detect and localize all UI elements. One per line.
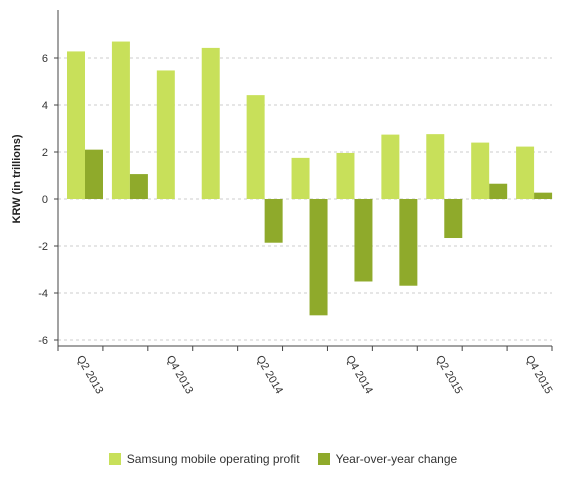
legend-label-profit: Samsung mobile operating profit [126, 452, 300, 466]
y-tick-label: 4 [42, 100, 48, 112]
bar-yoy-change [264, 199, 283, 243]
x-tick-label: Q2 2015 [433, 354, 464, 397]
x-tick-label: Q2 2013 [74, 354, 105, 397]
bar-operating-profit [336, 152, 355, 199]
bar-operating-profit [111, 41, 130, 199]
x-tick-labels: Q2 2013 Q4 2013 Q2 2014 Q4 2014 Q2 2015 Q4 20… [74, 354, 555, 397]
legend: Samsung mobile operating profit Year-ove… [0, 452, 566, 466]
x-tick-label: Q2 2014 [253, 354, 284, 397]
bar-yoy-change [399, 199, 418, 286]
y-tick-label: -2 [38, 241, 48, 253]
axes [54, 10, 553, 351]
bar-yoy-change [85, 149, 103, 199]
bar-operating-profit [516, 146, 535, 199]
bar-operating-profit [246, 95, 265, 199]
legend-label-yoy: Year-over-year change [335, 452, 458, 466]
legend-item-yoy: Year-over-year change [317, 452, 458, 466]
bar-operating-profit [426, 134, 445, 199]
bar-yoy-change [534, 192, 553, 199]
x-tick-label: Q4 2013 [164, 354, 195, 397]
bars [67, 41, 553, 316]
y-tick-labels: -6 -4 -2 0 2 4 6 [38, 53, 48, 347]
legend-swatch-profit [108, 453, 121, 465]
y-tick-label: -6 [38, 335, 48, 347]
bar-operating-profit [381, 134, 400, 199]
y-tick-label: 6 [42, 53, 48, 65]
y-tick-label: 2 [42, 147, 48, 159]
x-tick-label: Q4 2015 [523, 354, 554, 397]
legend-item-profit: Samsung mobile operating profit [108, 452, 300, 466]
bar-yoy-change [354, 199, 373, 282]
bar-operating-profit [201, 47, 220, 199]
y-tick-label: -4 [38, 288, 48, 300]
bar-yoy-change [129, 174, 148, 199]
bar-yoy-change [444, 199, 463, 239]
bar-operating-profit [291, 157, 310, 199]
x-tick-label: Q4 2014 [343, 354, 374, 397]
bar-operating-profit [156, 70, 175, 199]
y-axis-label: KRW (in trillions) [11, 134, 23, 223]
bar-operating-profit [471, 142, 490, 199]
bar-operating-profit [67, 51, 85, 199]
legend-swatch-yoy [317, 453, 330, 465]
bar-yoy-change [309, 199, 328, 316]
bar-yoy-change [489, 183, 508, 199]
y-tick-label: 0 [42, 194, 48, 206]
